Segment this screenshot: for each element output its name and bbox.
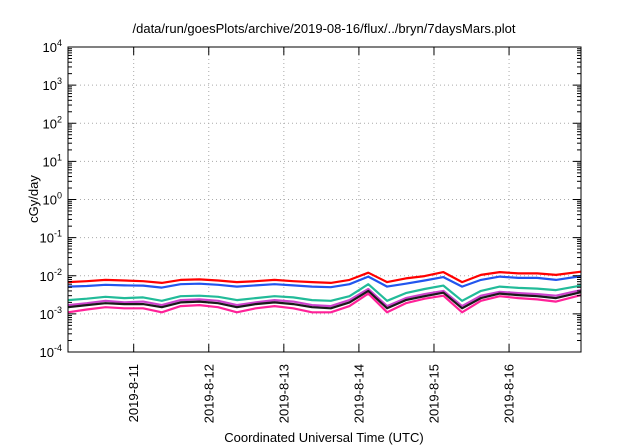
y-tick-label: 101 [43,152,62,169]
y-tick-label: 10-4 [40,343,62,360]
series-line-1 [67,270,582,284]
x-tick-label: 2019-8-11 [126,364,141,422]
y-tick-label: 10-2 [40,267,62,284]
chart-title: /data/run/goesPlots/archive/2019-08-16/f… [133,21,516,36]
x-tick-label: 2019-8-15 [426,364,441,423]
y-axis-title: cGy/day [26,175,41,223]
series-lines [67,270,582,314]
x-tick-label: 2019-8-14 [351,364,366,423]
series-line-2 [67,275,582,289]
x-axis-title: Coordinated Universal Time (UTC) [224,430,423,445]
y-tick-labels: 10-4 10-3 10-2 10-1 100 101 102 103 104 [40,38,62,360]
x-tick-label: 2019-8-16 [502,364,517,423]
x-tick-label: 2019-8-12 [201,364,216,423]
y-tick-label: 103 [43,76,62,93]
y-tick-label: 10-3 [40,305,62,322]
series-line-3 [67,283,582,302]
axis-ticks [68,46,581,353]
grid [68,47,581,352]
series-line-5 [67,289,582,310]
y-tick-label: 10-1 [40,229,62,246]
y-tick-label: 102 [43,114,62,131]
x-tick-labels: 2019-8-11 2019-8-12 2019-8-13 2019-8-14 2019… [126,364,516,423]
series-line-4 [67,287,582,308]
x-tick-label: 2019-8-13 [276,364,291,423]
series-line-6 [67,292,582,314]
y-tick-label: 100 [43,191,62,208]
y-tick-label: 104 [43,38,62,55]
